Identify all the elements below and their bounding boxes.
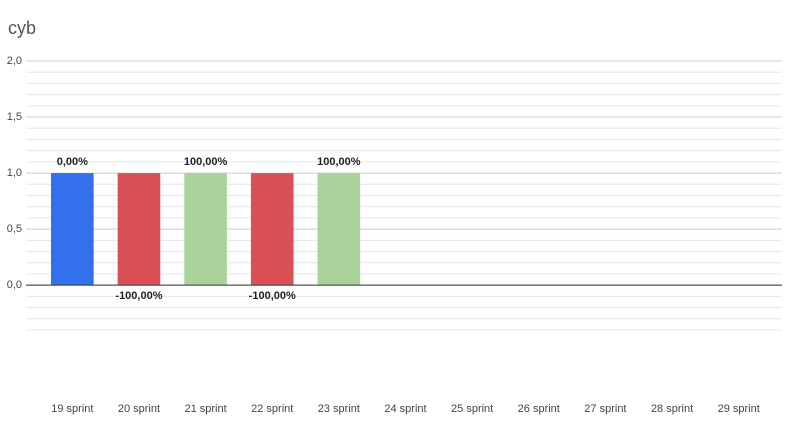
x-tick-label: 22 sprint — [251, 403, 293, 415]
x-tick-label: 26 sprint — [518, 403, 560, 415]
chart-title: cyb — [8, 18, 36, 38]
x-tick-label: 25 sprint — [451, 403, 493, 415]
x-tick-label: 24 sprint — [384, 403, 426, 415]
x-tick-label: 20 sprint — [118, 403, 160, 415]
x-tick-label: 21 sprint — [184, 403, 226, 415]
x-tick-label: 29 sprint — [718, 403, 760, 415]
y-tick-label: 1,5 — [7, 111, 22, 123]
y-tick-label: 2,0 — [7, 55, 22, 67]
bar — [317, 173, 361, 286]
bar — [250, 173, 294, 286]
x-tick-label: 28 sprint — [651, 403, 693, 415]
x-tick-label: 27 sprint — [584, 403, 626, 415]
bar-annotation: 100,00% — [317, 156, 361, 168]
y-tick-label: 1,0 — [7, 167, 22, 179]
bar — [184, 173, 227, 286]
y-tick-label: 0,0 — [7, 279, 22, 291]
bar-annotation: 0,00% — [57, 156, 88, 168]
bar-annotation: -100,00% — [249, 290, 296, 302]
bar — [50, 173, 94, 286]
bar — [117, 173, 161, 286]
x-tick-label: 19 sprint — [51, 403, 93, 415]
bar-annotation: 100,00% — [184, 156, 228, 168]
bar-annotation: -100,00% — [115, 290, 162, 302]
x-tick-label: 23 sprint — [318, 403, 360, 415]
y-tick-label: 0,5 — [7, 223, 22, 235]
